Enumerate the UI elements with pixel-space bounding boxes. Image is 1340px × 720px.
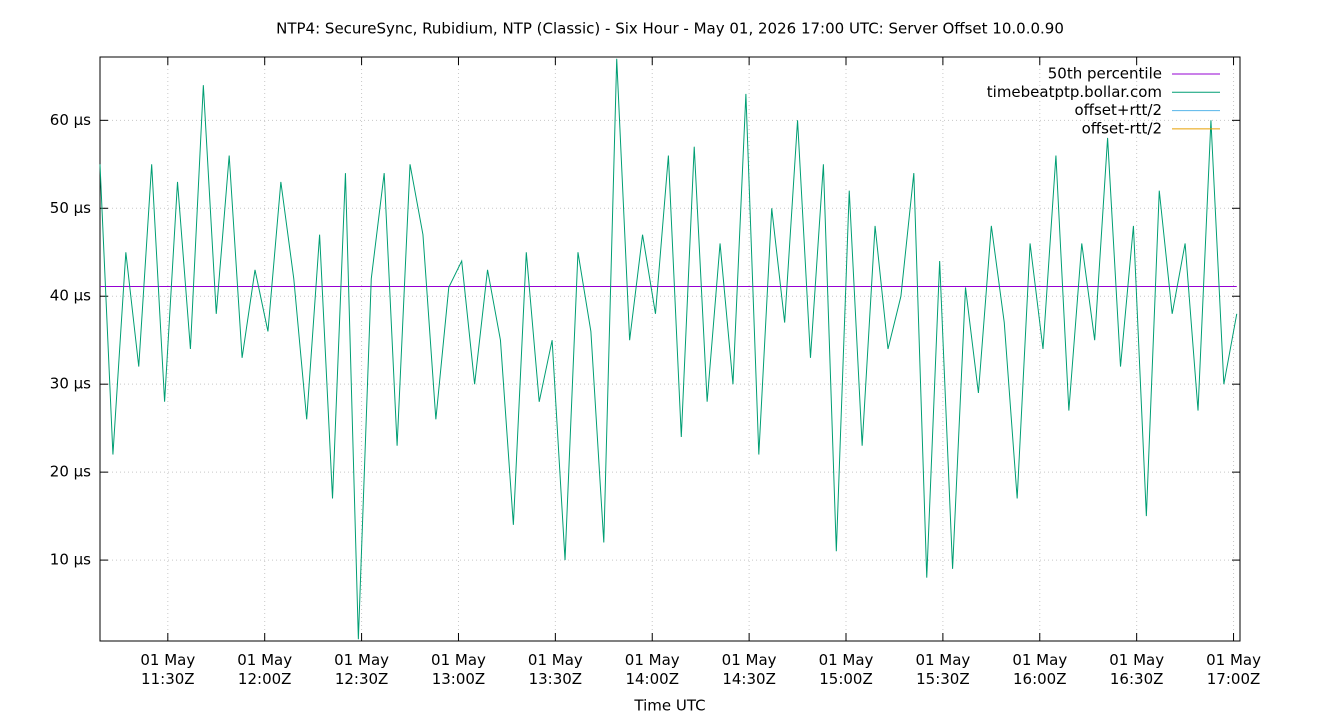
legend-label: 50th percentile: [1048, 65, 1162, 83]
x-tick-label: 01 May 11:30Z: [140, 651, 196, 688]
legend-label: offset+rtt/2: [1074, 101, 1162, 119]
legend-label: offset-rtt/2: [1082, 119, 1162, 137]
y-tick-label: 30 µs: [50, 375, 91, 393]
x-tick-label: 01 May 14:00Z: [624, 651, 680, 688]
plot-frame: [99, 56, 1241, 642]
x-tick-label: 01 May 16:00Z: [1012, 651, 1068, 688]
series-line: [99, 58, 1238, 640]
x-tick-label: 01 May 15:30Z: [915, 651, 971, 688]
y-tick-label: 60 µs: [50, 111, 91, 129]
y-tick-label: 50 µs: [50, 199, 91, 217]
x-tick-label: 01 May 13:30Z: [527, 651, 583, 688]
x-tick-label: 01 May 12:30Z: [334, 651, 390, 688]
legend-label: timebeatptp.bollar.com: [987, 83, 1162, 101]
y-tick-label: 20 µs: [50, 463, 91, 481]
x-tick-label: 01 May 14:30Z: [721, 651, 777, 688]
x-axis-label: Time UTC: [633, 697, 705, 715]
x-tick-label: 01 May 13:00Z: [431, 651, 486, 688]
y-tick-label: 10 µs: [50, 551, 91, 569]
x-tick-label: 01 May 17:00Z: [1206, 651, 1261, 688]
x-tick-label: 01 May 15:00Z: [818, 651, 874, 688]
chart-title: NTP4: SecureSync, Rubidium, NTP (Classic…: [276, 20, 1064, 38]
x-tick-label: 01 May 16:30Z: [1109, 651, 1165, 688]
x-tick-label: 01 May 12:00Z: [237, 651, 293, 688]
y-tick-label: 40 µs: [50, 287, 91, 305]
